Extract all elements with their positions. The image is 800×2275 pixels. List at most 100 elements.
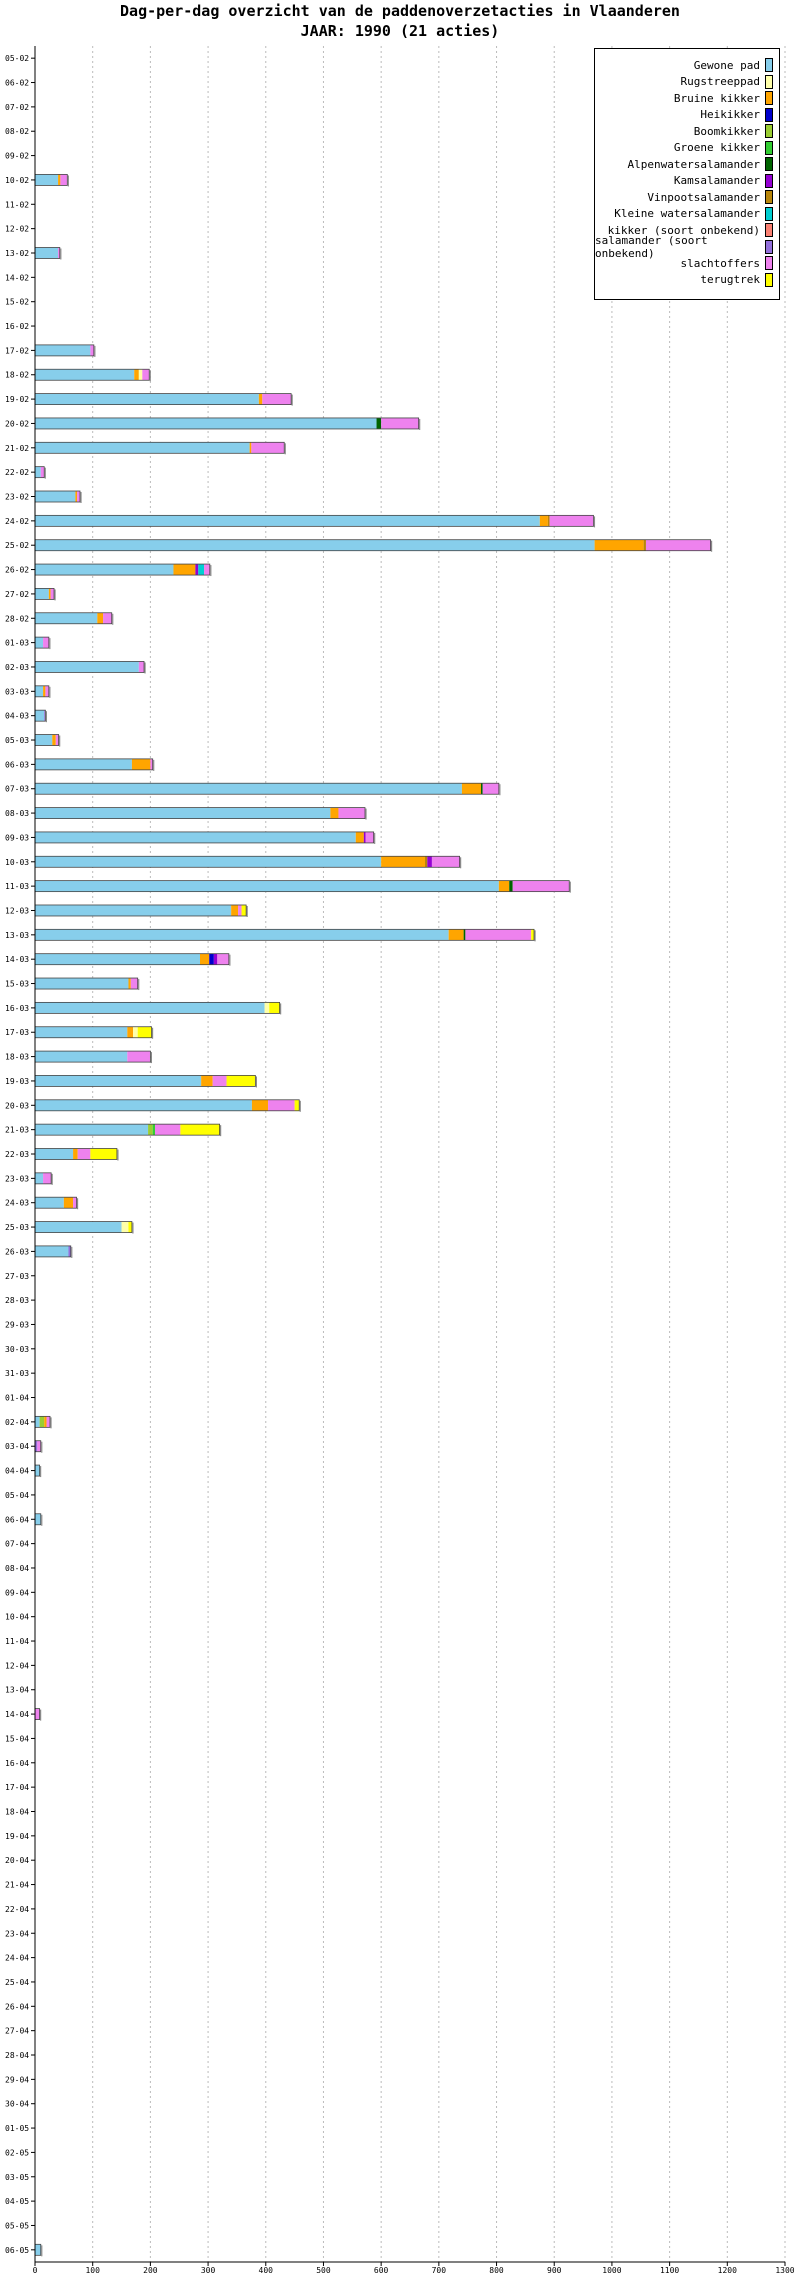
bar-segment	[226, 1075, 256, 1087]
legend-label: Alpenwatersalamander	[627, 157, 760, 171]
bar-segment	[35, 734, 53, 746]
bar-segment	[269, 1002, 280, 1014]
bar-segment	[127, 1026, 134, 1038]
bar-segment	[90, 344, 94, 356]
x-tick-label: 1300	[775, 2266, 794, 2275]
bar-segment	[133, 1026, 138, 1038]
bar-segment	[35, 710, 45, 722]
bar-segment	[152, 1124, 155, 1136]
x-tick-label: 400	[259, 2266, 274, 2275]
legend-swatch	[765, 124, 773, 139]
legend-swatch	[765, 91, 773, 106]
bar-segment	[204, 564, 210, 576]
bar-segment	[35, 1197, 64, 1209]
bar-segment	[355, 831, 364, 843]
bars	[34, 174, 713, 2257]
category-label: 30-04	[5, 2100, 29, 2109]
legend-swatch	[765, 256, 773, 271]
bar-segment	[128, 1221, 132, 1233]
bar-segment	[52, 734, 56, 746]
category-label: 14-04	[5, 1710, 29, 1719]
bar-segment	[35, 1002, 265, 1014]
bar-segment	[212, 1075, 227, 1087]
category-label: 20-03	[5, 1101, 29, 1110]
category-label: 19-03	[5, 1077, 29, 1086]
bar-segment	[425, 856, 428, 868]
category-label: 09-03	[5, 833, 29, 842]
bar-segment	[75, 491, 78, 503]
bar-segment	[645, 539, 711, 551]
bar-segment	[35, 491, 76, 503]
category-label: 27-03	[5, 1272, 29, 1281]
bar-segment	[63, 1197, 74, 1209]
bar-segment	[35, 1465, 40, 1477]
category-label: 17-04	[5, 1783, 29, 1792]
x-tick-label: 700	[432, 2266, 447, 2275]
category-label: 18-02	[5, 371, 29, 380]
bar-segment	[142, 369, 150, 381]
bar-segment	[539, 515, 548, 527]
category-label: 03-04	[5, 1442, 29, 1451]
bar-segment	[35, 758, 132, 770]
category-label: 02-04	[5, 1418, 29, 1427]
axes: 0 100 200 300 400 500 600 700 800 900 1000 1100 1200…	[5, 46, 795, 2275]
bar-segment	[35, 1245, 69, 1257]
category-label: 05-03	[5, 736, 29, 745]
bar-segment	[138, 661, 145, 673]
category-label: 12-02	[5, 225, 29, 234]
category-label: 01-03	[5, 639, 29, 648]
category-label: 26-04	[5, 2002, 29, 2011]
bar-segment	[35, 515, 540, 527]
x-tick-label: 600	[374, 2266, 389, 2275]
x-tick-label: 100	[85, 2266, 100, 2275]
category-label: 18-04	[5, 1807, 29, 1816]
category-label: 25-04	[5, 1978, 29, 1987]
bar-segment	[35, 978, 129, 990]
legend-label: terugtrek	[700, 273, 760, 287]
legend-item: Bruine kikker	[595, 90, 779, 107]
bar-segment	[482, 783, 499, 795]
legend-label: Bruine kikker	[673, 91, 760, 105]
bar-segment	[465, 929, 532, 941]
category-label: 27-02	[5, 590, 29, 599]
bar-segment	[35, 783, 462, 795]
category-label: 08-04	[5, 1564, 29, 1573]
legend-swatch	[765, 74, 773, 89]
category-label: 22-03	[5, 1150, 29, 1159]
category-label: 31-03	[5, 1369, 29, 1378]
bar-segment	[40, 466, 45, 478]
bar-segment	[35, 344, 91, 356]
bar-segment	[130, 978, 138, 990]
bar-segment	[35, 442, 250, 454]
bar-segment	[381, 856, 425, 868]
category-label: 18-03	[5, 1053, 29, 1062]
x-tick-label: 200	[143, 2266, 158, 2275]
category-label: 12-04	[5, 1661, 29, 1670]
bar-segment	[35, 929, 449, 941]
legend-swatch	[765, 173, 773, 188]
legend-label: Kleine watersalamander	[614, 207, 760, 221]
legend-item: Groene kikker	[595, 140, 779, 157]
category-label: 06-05	[5, 2246, 29, 2255]
bar-segment	[262, 393, 292, 405]
category-label: 25-03	[5, 1223, 29, 1232]
category-label: 13-03	[5, 931, 29, 940]
bar-segment	[363, 831, 366, 843]
bar-segment	[121, 1221, 129, 1233]
legend-item: Heikikker	[595, 107, 779, 124]
category-label: 24-02	[5, 517, 29, 526]
bar-segment	[198, 564, 205, 576]
category-label: 24-04	[5, 1954, 29, 1963]
grid	[92, 46, 786, 2262]
bar-segment	[376, 417, 382, 429]
legend-item: slachtoffers	[595, 255, 779, 272]
category-label: 09-04	[5, 1588, 29, 1597]
legend-item: Kamsalamander	[595, 173, 779, 190]
category-label: 02-05	[5, 2148, 29, 2157]
bar-segment	[37, 1440, 41, 1452]
bar-segment	[43, 1172, 52, 1184]
bar-segment	[200, 953, 210, 965]
category-label: 06-04	[5, 1515, 29, 1524]
bar-segment	[150, 758, 153, 770]
